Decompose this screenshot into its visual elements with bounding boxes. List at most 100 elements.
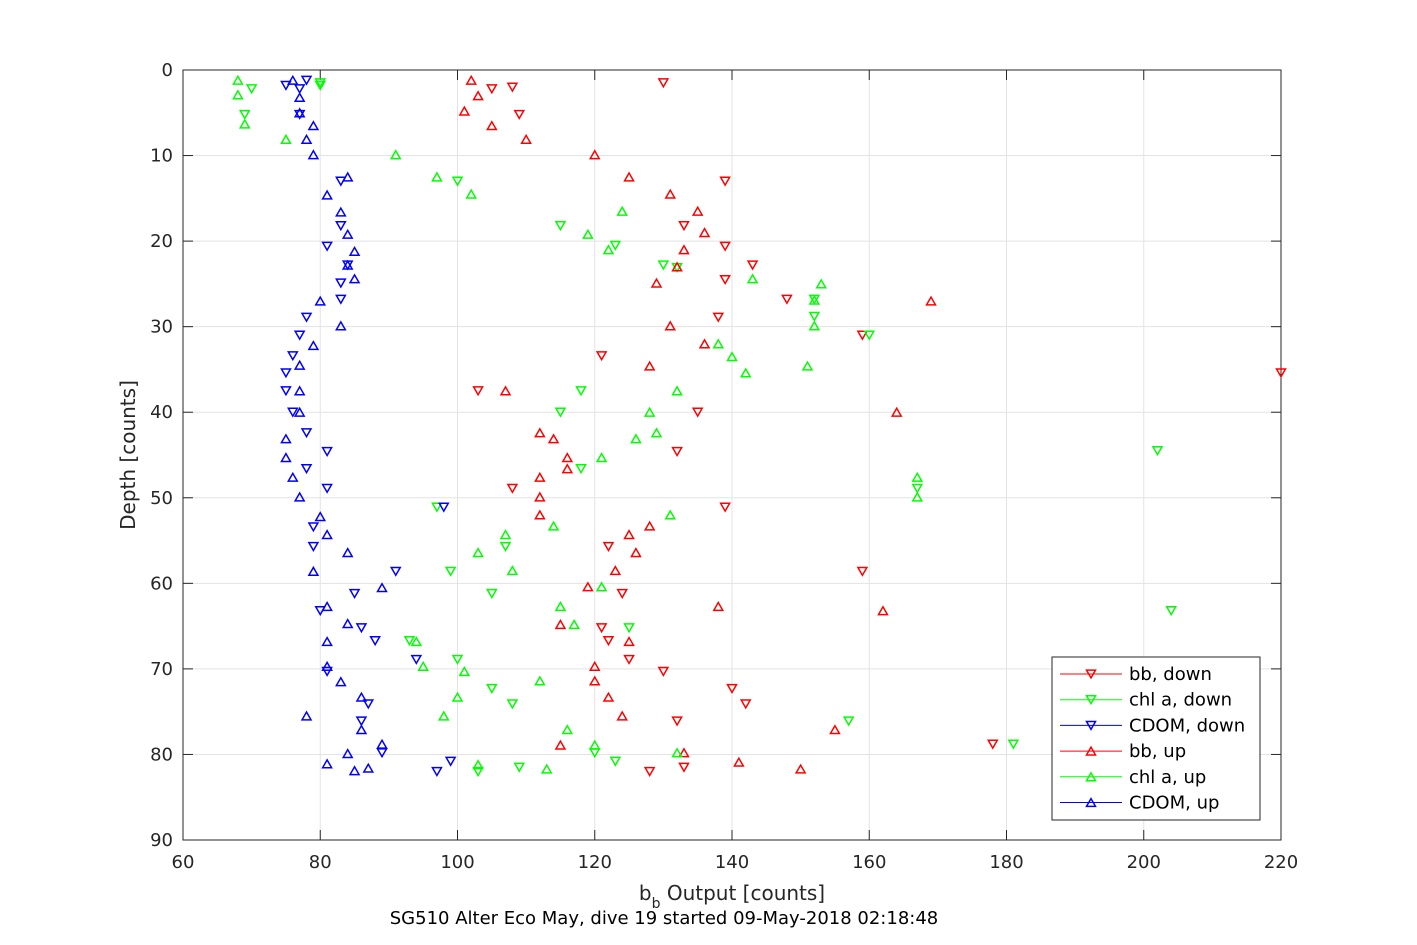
data-point xyxy=(238,118,251,129)
data-point xyxy=(671,747,683,758)
data-point xyxy=(609,756,622,767)
data-point xyxy=(293,359,306,370)
data-point xyxy=(431,502,443,513)
data-point xyxy=(630,433,642,444)
data-point xyxy=(314,78,327,89)
data-point xyxy=(911,491,924,502)
data-point xyxy=(341,259,354,270)
data-point xyxy=(595,623,608,634)
data-point xyxy=(623,636,635,647)
data-point xyxy=(307,120,320,131)
x-tick-label: 180 xyxy=(989,852,1023,873)
data-point xyxy=(554,221,567,232)
data-point xyxy=(547,433,560,444)
data-point xyxy=(595,452,608,463)
data-point xyxy=(287,74,299,85)
data-point xyxy=(534,471,546,482)
data-point xyxy=(691,407,704,418)
data-point xyxy=(520,133,532,144)
data-point xyxy=(499,529,512,540)
data-point xyxy=(444,756,457,767)
data-point xyxy=(410,636,423,647)
data-point xyxy=(465,188,478,199)
data-point xyxy=(588,739,601,750)
data-point xyxy=(691,205,704,216)
axes xyxy=(182,69,1282,841)
data-point xyxy=(513,109,526,120)
data-point xyxy=(293,109,306,120)
data-point xyxy=(335,206,347,217)
data-point xyxy=(472,766,484,777)
data-point xyxy=(863,330,876,341)
data-point xyxy=(293,491,306,502)
data-point xyxy=(321,483,333,494)
data-point xyxy=(465,74,478,85)
data-point xyxy=(472,759,484,770)
data-point xyxy=(458,666,471,677)
data-point xyxy=(431,171,443,182)
data-point xyxy=(561,724,574,735)
data-point xyxy=(739,699,752,710)
data-point xyxy=(657,666,670,677)
data-point xyxy=(856,566,869,577)
data-point xyxy=(568,618,580,630)
series-3 xyxy=(458,74,937,774)
data-point xyxy=(238,109,251,120)
x-tick-label: 200 xyxy=(1127,852,1161,873)
data-point xyxy=(293,330,306,341)
data-point xyxy=(321,660,333,671)
data-point xyxy=(410,654,423,665)
data-point xyxy=(506,483,519,494)
data-point xyxy=(307,149,320,160)
legend-entry-label: bb, up xyxy=(1129,741,1186,762)
data-point xyxy=(733,756,745,767)
data-point xyxy=(630,547,642,558)
x-tick-label: 100 xyxy=(440,852,474,873)
data-point xyxy=(300,710,313,721)
data-point xyxy=(595,351,608,362)
data-point xyxy=(678,762,690,773)
legend-entry-label: CDOM, up xyxy=(1129,793,1219,814)
data-point xyxy=(911,471,924,482)
y-tick-label: 10 xyxy=(150,146,173,167)
data-point xyxy=(348,765,361,776)
data-point xyxy=(719,502,731,513)
y-tick-label: 40 xyxy=(150,402,173,423)
data-point xyxy=(506,82,519,93)
data-point xyxy=(781,294,793,305)
data-point xyxy=(650,277,663,288)
data-point xyxy=(321,529,333,540)
data-point xyxy=(280,133,292,144)
data-point xyxy=(712,601,725,612)
x-tick-label: 140 xyxy=(715,852,749,873)
data-point xyxy=(287,471,299,482)
data-point xyxy=(609,565,622,576)
data-point xyxy=(609,240,622,251)
data-point xyxy=(293,107,306,118)
x-tick-label: 120 xyxy=(578,852,612,873)
data-point xyxy=(657,260,670,271)
data-marks xyxy=(232,74,1287,777)
data-point xyxy=(547,520,560,531)
data-point xyxy=(602,635,615,647)
data-point xyxy=(664,509,677,520)
data-point xyxy=(293,91,306,103)
data-point xyxy=(794,763,807,774)
data-point xyxy=(506,565,519,576)
x-tick-label: 160 xyxy=(852,852,886,873)
data-point xyxy=(355,623,368,634)
data-point xyxy=(341,618,354,629)
x-tick-label: 220 xyxy=(1264,852,1298,873)
data-point xyxy=(444,566,457,577)
data-point xyxy=(726,351,738,362)
data-point xyxy=(513,762,526,773)
data-point xyxy=(561,452,574,463)
x-axis-label: bb Output [counts] xyxy=(639,881,825,912)
legend-entry-label: chl a, down xyxy=(1129,690,1232,711)
legend-marker xyxy=(1085,771,1097,782)
legend-box xyxy=(1051,656,1261,821)
data-point xyxy=(437,502,450,513)
data-point xyxy=(499,541,512,552)
legend-entry-label: CDOM, down xyxy=(1129,715,1245,736)
data-point xyxy=(534,675,546,686)
